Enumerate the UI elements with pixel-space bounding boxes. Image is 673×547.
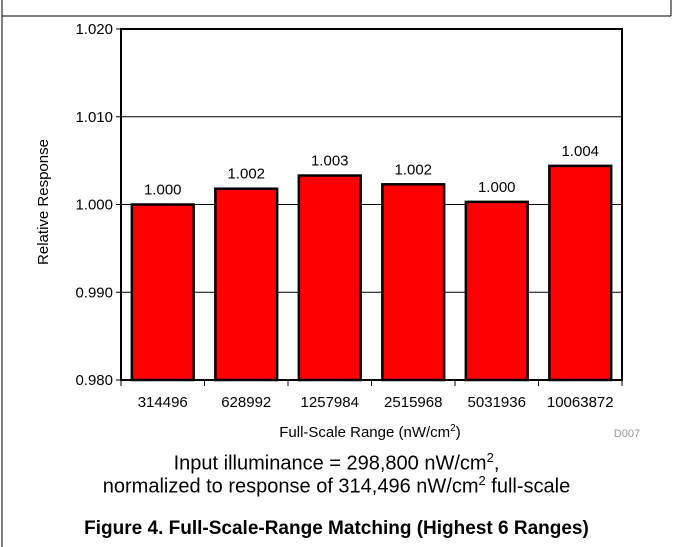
- bar-value-label: 1.003: [311, 153, 349, 170]
- y-tick-label: 0.990: [75, 284, 113, 301]
- caption-line-1: Input illuminance = 298,800 nW/cm2,: [0, 450, 673, 476]
- x-tick-label: 10063872: [547, 394, 614, 411]
- y-tick-label: 1.010: [75, 109, 113, 126]
- bar-value-label: 1.004: [561, 143, 599, 160]
- axes: 0.980 0.990 1.000 1.010 1.020 314496 628992 125…: [75, 21, 623, 411]
- bar: [214, 187, 279, 382]
- x-tick-label: 314496: [138, 394, 188, 411]
- x-axis-label-main: Full-Scale Range (nW/cm: [279, 424, 450, 441]
- grid-lines: [121, 116, 622, 293]
- caption-line-2-tail: full-scale: [485, 475, 571, 498]
- x-axis-label-tail: ): [456, 424, 461, 441]
- x-axis-label: Full-Scale Range (nW/cm2): [279, 423, 460, 441]
- bar: [464, 200, 529, 382]
- figure-title: Figure 4. Full-Scale-Range Matching (Hig…: [84, 518, 589, 539]
- x-tick-label: 628992: [221, 394, 271, 411]
- bar: [297, 174, 362, 382]
- caption-line-2-sup: 2: [478, 473, 486, 488]
- y-tick-label: 1.020: [75, 21, 113, 38]
- y-axis-label: Relative Response: [35, 139, 52, 265]
- bar-value-label: 1.000: [478, 179, 516, 196]
- x-tick-label: 5031936: [468, 394, 526, 411]
- x-tick-label: 1257984: [301, 394, 359, 411]
- plot-frame: [120, 28, 623, 381]
- figure-code: D007: [614, 428, 640, 440]
- y-tick-label: 0.980: [75, 372, 113, 389]
- y-tick-label: 1.000: [75, 197, 113, 214]
- bar: [548, 164, 613, 382]
- bar-value-label: 1.002: [227, 166, 265, 183]
- x-tick-label: 2515968: [384, 394, 442, 411]
- bar: [130, 203, 195, 382]
- bar-value-label: 1.002: [394, 161, 432, 178]
- caption-line-1-tail: ,: [493, 452, 500, 475]
- caption-line-2: normalized to response of 314,496 nW/cm2…: [0, 473, 673, 499]
- caption-line-1-sup: 2: [486, 450, 494, 465]
- caption-line-1-main: Input illuminance = 298,800 nW/cm: [173, 452, 487, 475]
- bar-value-label: 1.000: [144, 182, 182, 199]
- x-axis-label-sup: 2: [450, 423, 456, 434]
- bar: [381, 183, 446, 382]
- caption-line-2-main: normalized to response of 314,496 nW/cm: [102, 475, 479, 498]
- bars: 1.000 1.002 1.003 1.002 1.000 1.004: [130, 143, 613, 382]
